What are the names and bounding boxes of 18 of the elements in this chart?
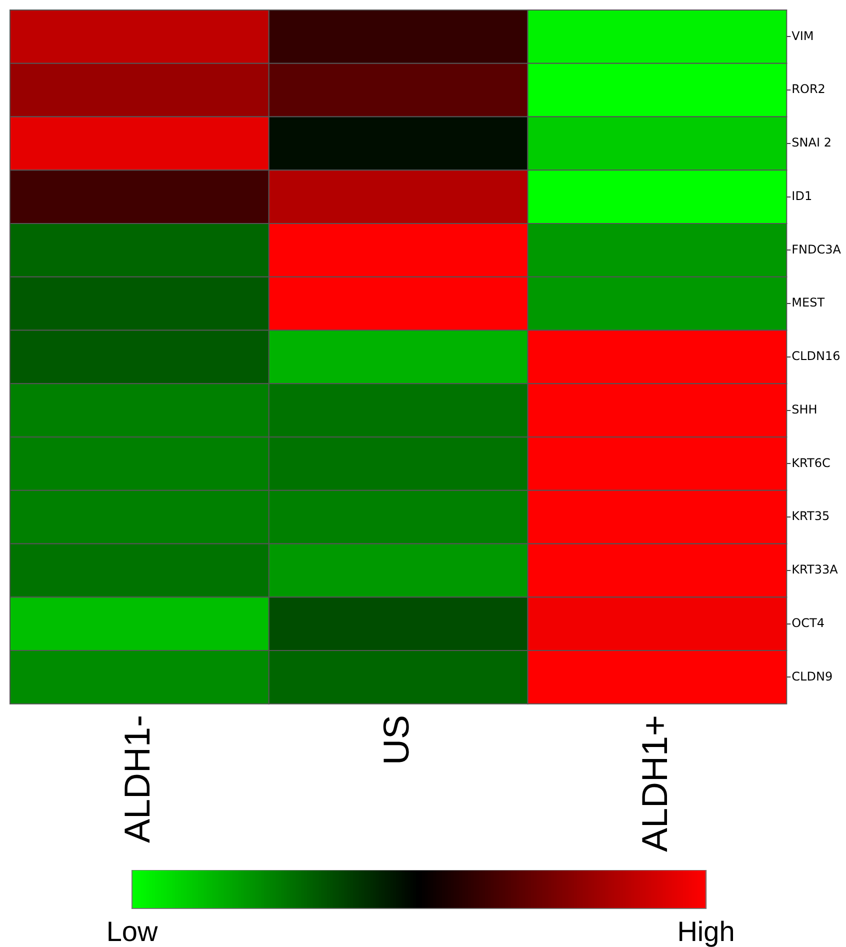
y-tick-label: CLDN9 xyxy=(792,669,833,684)
color-bar-label: Low xyxy=(106,916,158,947)
y-tick-label: ROR2 xyxy=(792,82,826,96)
y-tick-label: CLDN16 xyxy=(792,349,840,364)
y-tick-label: SHH xyxy=(792,402,818,416)
y-tick-label: KRT6C xyxy=(792,456,830,470)
y-tick-label: KRT35 xyxy=(792,509,830,524)
y-tick-label: KRT33A xyxy=(792,562,839,577)
x-tick-label: ALDH1- xyxy=(116,714,158,843)
color-bar-label: High xyxy=(677,916,735,947)
x-tick-label: ALDH1+ xyxy=(634,714,676,852)
y-tick-label: OCT4 xyxy=(792,616,824,630)
x-tick-label: US xyxy=(375,714,416,765)
y-tick-label: VIM xyxy=(792,28,814,43)
y-tick-label: SNAI 2 xyxy=(792,136,832,150)
y-tick-label: MEST xyxy=(792,296,826,310)
y-tick-label: ID1 xyxy=(792,188,812,203)
y-tick-label: FNDC3A xyxy=(792,242,842,256)
